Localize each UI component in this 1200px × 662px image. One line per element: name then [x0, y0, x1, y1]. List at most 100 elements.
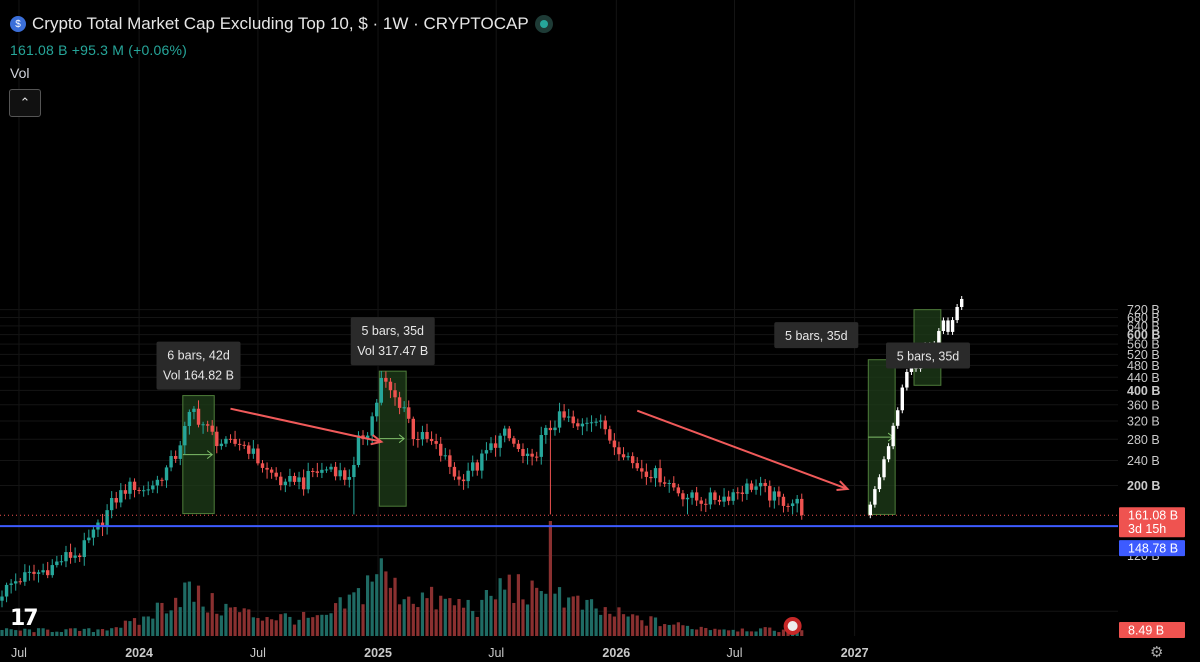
trend-arrow-line	[230, 407, 382, 443]
candle	[713, 492, 717, 500]
candle	[23, 572, 27, 582]
volume-bar	[270, 619, 274, 636]
volume-bar	[55, 631, 59, 636]
volume-bar	[206, 612, 210, 636]
candle	[279, 476, 283, 486]
volume-bar	[356, 588, 361, 636]
last-price-change: 161.08 B +95.3 M (+0.06%)	[10, 42, 187, 58]
candle	[119, 490, 123, 503]
candle	[471, 462, 475, 471]
volume-bar	[366, 575, 370, 636]
volume-indicator-label[interactable]: Vol	[10, 65, 30, 81]
volume-bar	[544, 593, 548, 636]
candle	[68, 552, 73, 558]
volume-bar	[452, 605, 457, 636]
candle	[228, 438, 233, 440]
candle	[105, 510, 109, 527]
volume-bar	[699, 626, 703, 636]
volume-bar	[256, 618, 260, 636]
tradingview-logo[interactable]: 17	[10, 606, 39, 631]
volume-bar	[82, 628, 86, 636]
candle	[489, 443, 493, 451]
candle	[699, 500, 703, 504]
volume-bar	[315, 615, 319, 636]
price-scale-label: 161.08 B3d 15h	[1119, 507, 1185, 538]
candle	[73, 555, 77, 558]
volume-bar	[644, 625, 648, 636]
volume-bar	[137, 624, 141, 636]
candle	[315, 471, 320, 473]
candle	[667, 483, 671, 485]
volume-bar	[676, 622, 680, 636]
gear-icon[interactable]: ⚙	[1150, 644, 1164, 661]
volume-bar	[279, 614, 283, 636]
candle	[722, 496, 726, 502]
y-axis-tick-label: 200 B	[1127, 479, 1160, 493]
volume-bar	[343, 608, 347, 636]
volume-bar	[749, 631, 754, 636]
candle	[114, 498, 118, 503]
candle	[461, 479, 466, 482]
volume-bar	[64, 629, 68, 636]
volume-bar	[105, 630, 109, 636]
candle	[512, 438, 516, 444]
volume-bar	[142, 616, 146, 636]
candle	[608, 429, 612, 441]
market-status-icon	[534, 15, 553, 33]
volume-bar	[375, 574, 379, 636]
symbol-title[interactable]: Crypto Total Market Cap Excluding Top 10…	[32, 14, 529, 33]
volume-bar	[329, 613, 333, 636]
candle	[681, 493, 685, 500]
candle	[306, 470, 310, 490]
volume-bar	[466, 599, 470, 636]
volume-bar	[160, 602, 164, 636]
candle	[251, 448, 256, 454]
volume-bar	[635, 615, 639, 636]
volume-bar	[397, 604, 402, 636]
volume-bar	[621, 614, 626, 636]
candle	[320, 469, 324, 473]
candle	[292, 475, 297, 482]
candle	[672, 483, 676, 488]
collapse-legend-button[interactable]: ⌃	[9, 89, 41, 117]
candle	[311, 470, 315, 472]
volume-bar	[128, 621, 132, 636]
volume-bar	[292, 624, 297, 636]
candle	[580, 423, 585, 427]
volume-bar	[288, 616, 292, 636]
volume-bar	[612, 616, 616, 636]
volume-bar	[516, 574, 521, 636]
volume-bar	[667, 624, 671, 636]
candle	[402, 407, 406, 409]
volume-bar	[151, 618, 155, 636]
candle	[393, 390, 397, 398]
volume-bar	[334, 603, 338, 636]
candle	[169, 456, 173, 468]
candle	[0, 596, 4, 601]
volume-bar	[41, 628, 45, 636]
candle	[484, 450, 489, 454]
volume-bar	[411, 603, 415, 636]
volume-bar	[407, 596, 411, 636]
candle	[475, 462, 479, 471]
candle	[640, 468, 644, 472]
candle	[434, 441, 438, 444]
candle	[137, 489, 141, 491]
y-axis-tick-label: 560 B	[1127, 338, 1160, 352]
candle	[790, 503, 795, 507]
volume-bar	[379, 558, 383, 636]
candle	[562, 411, 566, 418]
volume-bar	[370, 581, 374, 636]
y-axis-tick-label: 400 B	[1127, 384, 1160, 398]
candle	[507, 428, 511, 439]
candle	[27, 571, 32, 573]
candle	[425, 432, 429, 439]
candle	[50, 565, 54, 576]
volume-bar	[96, 629, 100, 636]
volume-bar	[320, 614, 324, 636]
measure-label-bars: 5 bars, 35d	[785, 329, 848, 343]
volume-bar	[695, 629, 699, 636]
volume-bar	[603, 607, 607, 636]
candle	[356, 435, 361, 466]
